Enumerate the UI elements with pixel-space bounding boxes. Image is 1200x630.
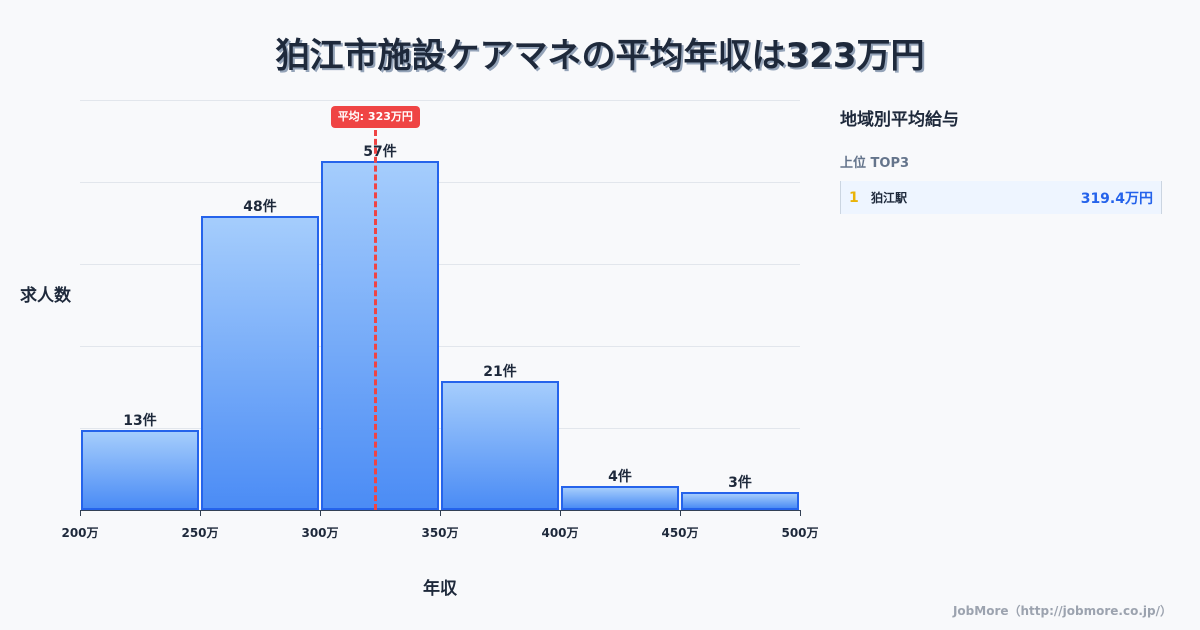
histogram-bar	[81, 430, 199, 510]
histogram-chart: 求人数 年収 13件 48件 57件 21件 4件 3件 200万 250万 300万 350万 4…	[20, 100, 819, 599]
histogram-bar	[561, 485, 679, 510]
histogram-bar	[441, 381, 559, 510]
bar-value-label: 21件	[483, 364, 517, 381]
x-tick	[80, 510, 81, 516]
x-tick	[680, 510, 681, 516]
x-tick-label: 250万	[181, 526, 219, 540]
bar-value-label: 13件	[123, 413, 157, 430]
histogram-bar	[681, 491, 799, 510]
average-salary: 319.4万円	[1080, 190, 1153, 207]
panel-title: 地域別平均給与	[840, 110, 959, 130]
x-axis-label: 年収	[423, 579, 457, 599]
bar-value-label: 48件	[243, 199, 277, 216]
x-tick	[440, 510, 441, 516]
station-name: 狛江駅	[871, 191, 908, 205]
ranking-row: 1 狛江駅 319.4万円	[840, 181, 1162, 214]
gridline	[80, 428, 800, 429]
gridline	[80, 346, 800, 347]
x-tick-label: 350万	[421, 526, 459, 540]
histogram-bar	[201, 216, 319, 510]
footer-credit: JobMore（http://jobmore.co.jp/）	[952, 604, 1172, 618]
mean-line	[374, 130, 378, 510]
gridline	[80, 264, 800, 265]
x-tick	[200, 510, 201, 516]
panel-subtitle: 上位 TOP3	[840, 156, 910, 171]
bar-value-label: 57件	[363, 144, 397, 161]
bar-value-label: 4件	[608, 468, 632, 485]
mean-badge: 平均: 323万円	[330, 106, 420, 128]
x-tick-label: 450万	[661, 526, 699, 540]
page-title: 狛江市施設ケアマネの平均年収は323万円	[275, 36, 925, 76]
x-tick	[320, 510, 321, 516]
x-tick-label: 300万	[301, 526, 339, 540]
gridline	[80, 100, 800, 101]
x-tick-label: 200万	[61, 526, 99, 540]
bar-value-label: 3件	[728, 474, 752, 491]
y-axis-label: 求人数	[20, 286, 71, 306]
regional-salary-panel: 地域別平均給与 上位 TOP3 1 狛江駅 319.4万円	[840, 100, 1162, 214]
histogram-bar	[321, 161, 439, 510]
gridline	[80, 182, 800, 183]
x-tick	[560, 510, 561, 516]
rank-number: 1	[849, 189, 859, 206]
x-tick-label: 400万	[541, 526, 579, 540]
x-tick	[800, 510, 801, 516]
x-tick-label: 500万	[781, 526, 819, 540]
